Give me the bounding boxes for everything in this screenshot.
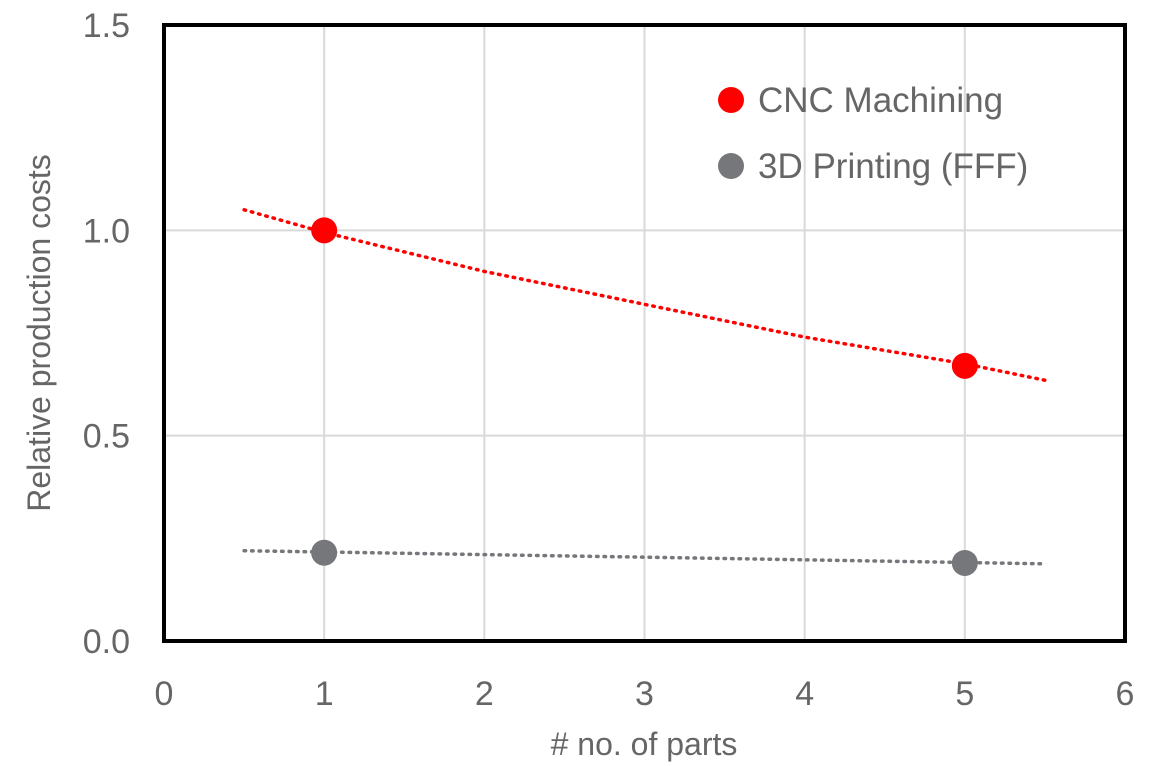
- x-tick-label: 3: [635, 675, 654, 713]
- legend-label: CNC Machining: [758, 81, 1003, 120]
- x-axis-title: # no. of parts: [551, 726, 738, 762]
- legend-label: 3D Printing (FFF): [758, 147, 1028, 186]
- x-tick-label: 5: [955, 675, 974, 713]
- data-point-series-1: [951, 352, 978, 379]
- data-point-series-2: [951, 549, 978, 576]
- y-tick-label: 0.0: [83, 623, 130, 661]
- x-tick-label: 2: [475, 675, 494, 713]
- x-tick-label: 0: [155, 675, 174, 713]
- x-tick-label: 1: [315, 675, 334, 713]
- y-axis-title: Relative production costs: [21, 154, 57, 512]
- x-tick-label: 6: [1116, 675, 1135, 713]
- x-tick-labels: 0 1 2 3 4 5 6: [155, 675, 1135, 713]
- x-tick-label: 4: [795, 675, 814, 713]
- legend: CNC Machining 3D Printing (FFF): [718, 81, 1028, 186]
- data-point-series-1: [311, 217, 338, 244]
- legend-marker: [718, 87, 744, 113]
- plot-frame: [162, 23, 1127, 643]
- y-tick-label: 1.0: [83, 212, 130, 250]
- legend-marker: [718, 153, 744, 179]
- y-tick-label: 0.5: [83, 418, 130, 456]
- trendline-series-2: [242, 548, 1047, 566]
- data-points: [311, 217, 978, 576]
- y-tick-label: 1.5: [83, 7, 130, 45]
- data-point-series-2: [311, 539, 338, 566]
- y-tick-labels: 0.0 0.5 1.0 1.5: [83, 7, 130, 661]
